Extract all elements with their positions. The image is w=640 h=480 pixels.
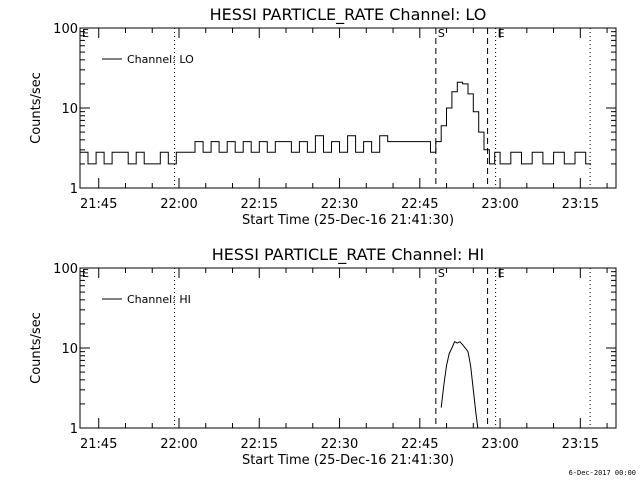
panel-2-y-tick-label: 100	[53, 262, 78, 277]
panel-1-x-tick-label: 23:00	[481, 197, 518, 212]
panel-1-x-tick-label: 22:30	[321, 197, 358, 212]
panel-2-marker-label: E	[498, 267, 505, 280]
footer-timestamp: 6-Dec-2017 00:00	[568, 469, 636, 477]
panel-2-y-tick-label: 1	[70, 422, 78, 437]
panel-1-marker-label: E	[498, 27, 505, 40]
panel-2-title: HESSI PARTICLE_RATE Channel: HI	[212, 245, 485, 265]
panel-1-title: HESSI PARTICLE_RATE Channel: LO	[210, 5, 487, 25]
panel-2-x-tick-label: 22:30	[321, 437, 358, 452]
panel-1-y-tick-label: 100	[53, 22, 78, 37]
panel-1-y-tick-label: 1	[70, 182, 78, 197]
panel-1-y-tick-label: 10	[61, 102, 78, 117]
panel-2-series-line	[440, 341, 479, 429]
panel-1-series-line	[80, 81, 591, 165]
panel-1-x-tick-label: 22:00	[160, 197, 197, 212]
panel-1-marker-label: E	[82, 27, 89, 40]
panel-2-y-axis-label: Counts/sec	[29, 312, 44, 384]
panel-2-legend-entry: Channel: HI	[127, 293, 191, 306]
panel-2-x-tick-label: 21:45	[80, 437, 117, 452]
panel-1-x-axis-label: Start Time (25-Dec-16 21:41:30)	[242, 213, 454, 228]
panel-2-x-tick-label: 22:45	[401, 437, 438, 452]
panel-2-x-tick-label: 23:15	[562, 437, 599, 452]
panel-2-x-tick-label: 22:00	[160, 437, 197, 452]
panel-1-legend-entry: Channel: LO	[127, 53, 194, 66]
panel-2-y-tick-label: 10	[61, 342, 78, 357]
panel-1-x-tick-label: 23:15	[562, 197, 599, 212]
panel-1-x-tick-label: 22:45	[401, 197, 438, 212]
panel-1-x-tick-label: 21:45	[80, 197, 117, 212]
panel-1-x-tick-label: 22:15	[241, 197, 278, 212]
panel-1-marker-label: S	[438, 27, 445, 40]
panel-2-marker-label: S	[438, 267, 445, 280]
panel-2-x-axis-label: Start Time (25-Dec-16 21:41:30)	[242, 453, 454, 468]
panel-2-x-tick-label: 23:00	[481, 437, 518, 452]
panel-2-plot-frame	[79, 267, 617, 429]
panel-2-marker-label: E	[82, 267, 89, 280]
panel-2-x-tick-label: 22:15	[241, 437, 278, 452]
panel-1-y-axis-label: Counts/sec	[29, 72, 44, 144]
